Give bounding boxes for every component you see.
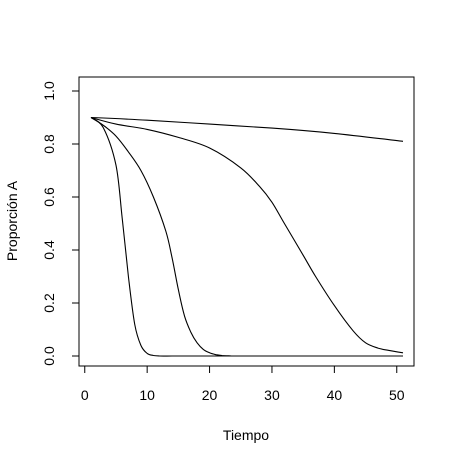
- series-line-3: [90, 116, 404, 354]
- series-line-2: [90, 117, 232, 357]
- y-tick-label: 0.4: [41, 240, 57, 260]
- x-tick-label: 10: [139, 387, 155, 403]
- x-tick-label: 30: [264, 387, 280, 403]
- y-axis-label: Proporción A: [4, 180, 20, 261]
- y-tick-label: 0.8: [41, 134, 57, 154]
- y-tick-label: 0.6: [41, 187, 57, 207]
- y-axis: 0.0 0.2 0.4 0.6 0.8 1.0: [41, 81, 80, 366]
- series-line-1: [90, 117, 403, 357]
- x-tick-label: 40: [327, 387, 343, 403]
- plot-frame: [78, 76, 415, 367]
- series-line-4: [90, 116, 404, 142]
- x-tick-label: 50: [389, 387, 405, 403]
- curves: [90, 116, 404, 357]
- y-tick-label: 0.0: [41, 346, 57, 366]
- x-tick-label: 0: [81, 387, 89, 403]
- x-axis: 0 10 20 30 40 50: [81, 365, 405, 403]
- x-tick-label: 20: [202, 387, 218, 403]
- y-tick-label: 0.2: [41, 293, 57, 313]
- x-axis-label: Tiempo: [223, 427, 269, 443]
- y-tick-label: 1.0: [41, 81, 57, 101]
